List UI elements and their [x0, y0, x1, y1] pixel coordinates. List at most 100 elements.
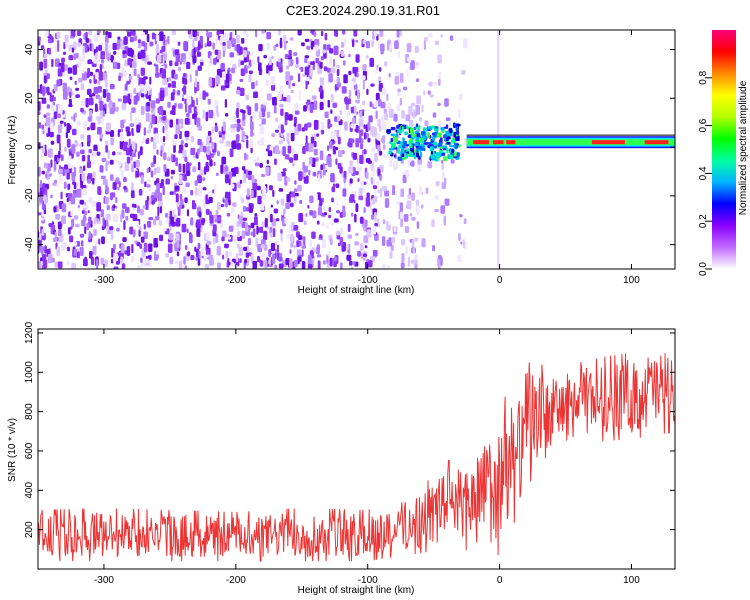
spectrogram-cell — [416, 95, 422, 105]
spectrogram-cell — [75, 52, 79, 59]
spectrogram-cell — [112, 182, 117, 190]
spectrogram-cell — [191, 200, 196, 210]
spectrogram-cell — [52, 96, 56, 102]
spectrogram-cell — [262, 101, 268, 106]
spectrogram-cell — [276, 200, 279, 205]
spectrogram-cell — [261, 118, 266, 125]
spectrogram-cell — [189, 233, 193, 244]
spectrogram-cell — [75, 94, 81, 98]
spectrogram-cell — [75, 181, 79, 188]
spectrogram-cell — [153, 155, 157, 165]
spectrogram-cell — [386, 132, 391, 135]
spectrogram-cell — [336, 202, 339, 206]
colorbar-tick-label: 0.8 — [698, 70, 709, 84]
spectrogram-cell — [357, 250, 361, 257]
spectrogram-cell — [177, 41, 181, 46]
spectrogram-cell — [326, 67, 331, 73]
spectrogram-cell — [39, 179, 42, 188]
spectrogram-cell — [410, 152, 413, 158]
spectrogram-cell — [253, 216, 258, 226]
spectrogram-cell — [102, 54, 105, 58]
spectrogram-cell — [91, 200, 96, 208]
spectrogram-cell — [256, 225, 259, 235]
spectrogram-cell — [387, 264, 390, 269]
spectrogram-cell — [222, 44, 227, 53]
spectrogram-cell — [130, 182, 134, 192]
spectrogram-cell — [245, 94, 250, 101]
spectrogram-cell — [109, 83, 115, 90]
spectrogram-cell — [205, 232, 211, 241]
spectrogram-cell — [260, 202, 265, 211]
spectrogram-cell — [374, 30, 378, 37]
snr-background — [38, 329, 675, 569]
spectrogram-cell — [239, 179, 243, 184]
spectrogram-cell — [325, 225, 329, 229]
spectrogram-cell — [295, 56, 299, 65]
spectrogram-cell — [347, 223, 351, 232]
snr-x-tick-label: -100 — [358, 575, 378, 586]
spectrogram-cell — [64, 146, 67, 152]
spectrogram-cell — [196, 51, 201, 57]
spectrogram-cell — [257, 195, 262, 205]
spectrogram-cell — [185, 170, 191, 177]
spectrogram-cell — [366, 133, 370, 138]
spectrogram-cell — [362, 111, 365, 117]
spectrogram-cell — [167, 243, 173, 253]
snr-y-tick-label: 600 — [24, 442, 35, 459]
spectrogram-cell — [123, 119, 126, 124]
spectrogram-cell — [289, 249, 292, 254]
spectrogram-cell — [318, 173, 321, 183]
spectrogram-cell — [382, 219, 386, 225]
spectrogram-cell — [260, 239, 266, 245]
colorbar-ticks: 0.0 0.2 0.4 0.6 0.8 — [698, 70, 712, 276]
spectrogram-cell — [132, 229, 136, 238]
spectrogram-cell — [335, 64, 340, 68]
spectrogram-cell — [280, 232, 283, 242]
spectrogram-cell — [183, 78, 188, 85]
spectrogram-cell — [279, 85, 284, 95]
spectrogram-cell — [401, 126, 404, 131]
spectrogram-cell — [458, 93, 463, 101]
spectrogram-cell — [311, 157, 316, 168]
spectrogram-cell — [72, 30, 76, 37]
spectrogram-cell — [268, 57, 272, 67]
spectrogram-cell — [382, 144, 386, 150]
spectrogram-cell — [389, 251, 393, 259]
spectrogram-cell — [402, 140, 407, 146]
spectrogram-cell — [51, 58, 54, 67]
spectrogram-cell — [388, 151, 392, 155]
spectrogram-cell — [137, 74, 140, 78]
spectrogram-cell — [163, 35, 166, 46]
spectrogram-cell — [307, 254, 312, 265]
spectrogram-cell — [73, 53, 77, 60]
spectrogram-cell — [185, 244, 188, 251]
spectrogram-cell — [355, 124, 359, 133]
spectrogram-cell — [278, 188, 284, 192]
spectrogram-cell — [208, 31, 213, 38]
spectrogram-cell — [194, 85, 197, 94]
spectrogram-cell — [432, 245, 436, 252]
spectrogram-cell — [91, 43, 94, 53]
spectrogram-cell — [186, 96, 192, 105]
spectrogram-cell — [356, 157, 359, 164]
spectrogram-cell — [279, 252, 283, 258]
spectrogram-cell — [346, 243, 350, 251]
spectrogram-cell — [276, 244, 279, 253]
spectrogram-cell — [444, 198, 450, 206]
spectrogram-cell — [213, 161, 216, 167]
spectrogram-cell — [240, 127, 244, 131]
spectrogram-cell — [265, 79, 270, 87]
spectrogram-cell — [255, 80, 258, 87]
spectrogram-cell — [68, 155, 72, 160]
spectrogram-x-tick-label: 0 — [497, 275, 503, 286]
spectrogram-cell — [72, 128, 77, 136]
spectrogram-cell — [266, 159, 270, 165]
spectrogram-cell — [307, 204, 310, 209]
spectrogram-cell — [317, 207, 322, 216]
spectrogram-cell — [38, 122, 42, 129]
spectrogram-cell — [306, 122, 312, 128]
spectrogram-cell — [313, 140, 317, 148]
spectrogram-cell — [358, 118, 364, 128]
spectrogram-cell — [344, 121, 348, 131]
spectrogram-cell — [151, 200, 155, 205]
